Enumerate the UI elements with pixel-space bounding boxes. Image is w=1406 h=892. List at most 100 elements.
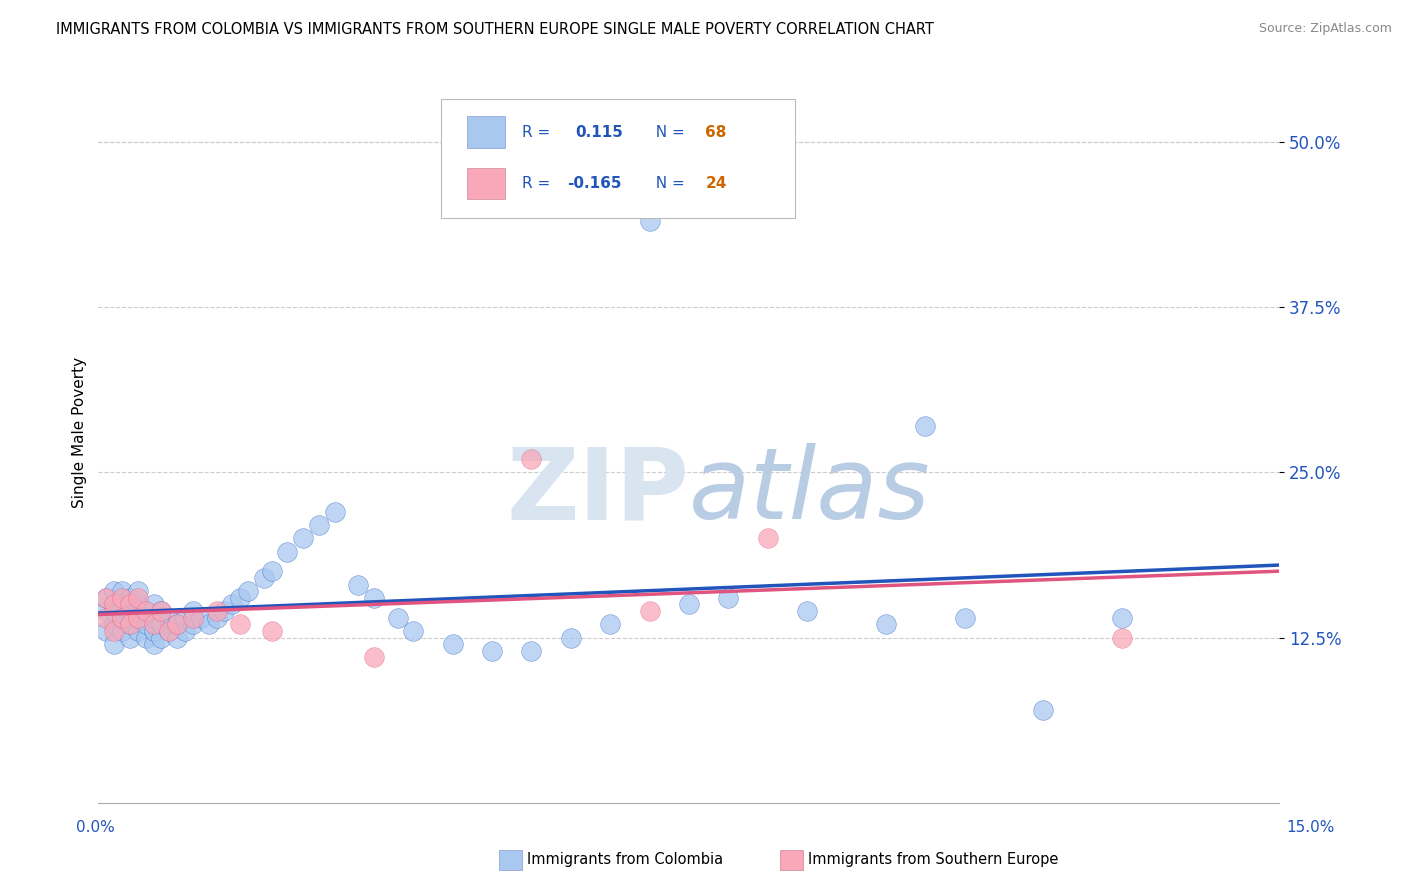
Point — [229, 591, 252, 605]
Y-axis label: Single Male Poverty: Single Male Poverty — [72, 357, 87, 508]
Point — [1111, 610, 1133, 624]
Point — [756, 532, 779, 546]
FancyBboxPatch shape — [467, 169, 505, 200]
Point — [323, 505, 346, 519]
Point — [717, 591, 740, 605]
Point — [96, 604, 118, 618]
Point — [1111, 631, 1133, 645]
Point — [127, 610, 149, 624]
Point — [118, 604, 141, 618]
Point — [363, 650, 385, 665]
Point — [118, 598, 141, 612]
Text: 0.0%: 0.0% — [76, 821, 115, 835]
Point — [111, 591, 134, 605]
Point — [402, 624, 425, 638]
Point — [875, 617, 897, 632]
Text: ZIP: ZIP — [506, 443, 689, 541]
Point — [520, 452, 543, 467]
Point — [111, 610, 134, 624]
Text: R =: R = — [523, 125, 561, 139]
Point — [205, 604, 228, 618]
Point — [347, 577, 370, 591]
Point — [236, 584, 259, 599]
Point — [260, 624, 283, 638]
Point — [118, 617, 141, 632]
Point — [118, 591, 141, 605]
Point — [142, 598, 165, 612]
Point — [387, 610, 409, 624]
Point — [142, 610, 165, 624]
Point — [150, 631, 173, 645]
Point — [363, 591, 385, 605]
Point — [96, 624, 118, 638]
Point — [135, 604, 157, 618]
Point — [118, 617, 141, 632]
Point — [599, 617, 621, 632]
Point — [127, 584, 149, 599]
Point — [157, 624, 180, 638]
Point — [135, 617, 157, 632]
Point — [103, 604, 125, 618]
Point — [190, 610, 212, 624]
Point — [96, 610, 118, 624]
Point — [157, 624, 180, 638]
Point — [135, 604, 157, 618]
Text: atlas: atlas — [689, 443, 931, 541]
Point — [1032, 703, 1054, 717]
Point — [174, 610, 197, 624]
Text: Immigrants from Southern Europe: Immigrants from Southern Europe — [808, 853, 1059, 867]
Point — [560, 631, 582, 645]
Point — [96, 591, 118, 605]
Point — [111, 598, 134, 612]
Point — [638, 214, 661, 228]
Point — [103, 598, 125, 612]
Point — [953, 610, 976, 624]
Point — [260, 565, 283, 579]
Point — [127, 610, 149, 624]
Point — [103, 617, 125, 632]
Point — [103, 624, 125, 638]
Point — [142, 617, 165, 632]
Text: IMMIGRANTS FROM COLOMBIA VS IMMIGRANTS FROM SOUTHERN EUROPE SINGLE MALE POVERTY : IMMIGRANTS FROM COLOMBIA VS IMMIGRANTS F… — [56, 22, 934, 37]
Point — [205, 610, 228, 624]
Point — [150, 604, 173, 618]
Point — [103, 637, 125, 651]
Point — [520, 644, 543, 658]
Text: N =: N = — [647, 125, 690, 139]
Point — [142, 624, 165, 638]
Point — [157, 610, 180, 624]
Point — [308, 518, 330, 533]
Point — [914, 419, 936, 434]
Point — [181, 617, 204, 632]
Point — [150, 617, 173, 632]
Point — [118, 631, 141, 645]
Point — [181, 604, 204, 618]
Point — [96, 591, 118, 605]
FancyBboxPatch shape — [467, 117, 505, 147]
Point — [150, 604, 173, 618]
Point — [292, 532, 315, 546]
Text: 68: 68 — [706, 125, 727, 139]
Text: 0.115: 0.115 — [575, 125, 623, 139]
Point — [276, 544, 298, 558]
Point — [111, 584, 134, 599]
FancyBboxPatch shape — [441, 99, 796, 218]
Point — [214, 604, 236, 618]
Point — [135, 631, 157, 645]
Text: 15.0%: 15.0% — [1286, 821, 1334, 835]
Point — [111, 624, 134, 638]
Point — [796, 604, 818, 618]
Text: 24: 24 — [706, 177, 727, 192]
Text: N =: N = — [647, 177, 690, 192]
Point — [174, 624, 197, 638]
Point — [103, 584, 125, 599]
Point — [127, 624, 149, 638]
Point — [166, 617, 188, 632]
Text: Source: ZipAtlas.com: Source: ZipAtlas.com — [1258, 22, 1392, 36]
Text: -0.165: -0.165 — [567, 177, 621, 192]
Point — [181, 610, 204, 624]
Point — [678, 598, 700, 612]
Point — [221, 598, 243, 612]
Text: Immigrants from Colombia: Immigrants from Colombia — [527, 853, 723, 867]
Point — [441, 637, 464, 651]
